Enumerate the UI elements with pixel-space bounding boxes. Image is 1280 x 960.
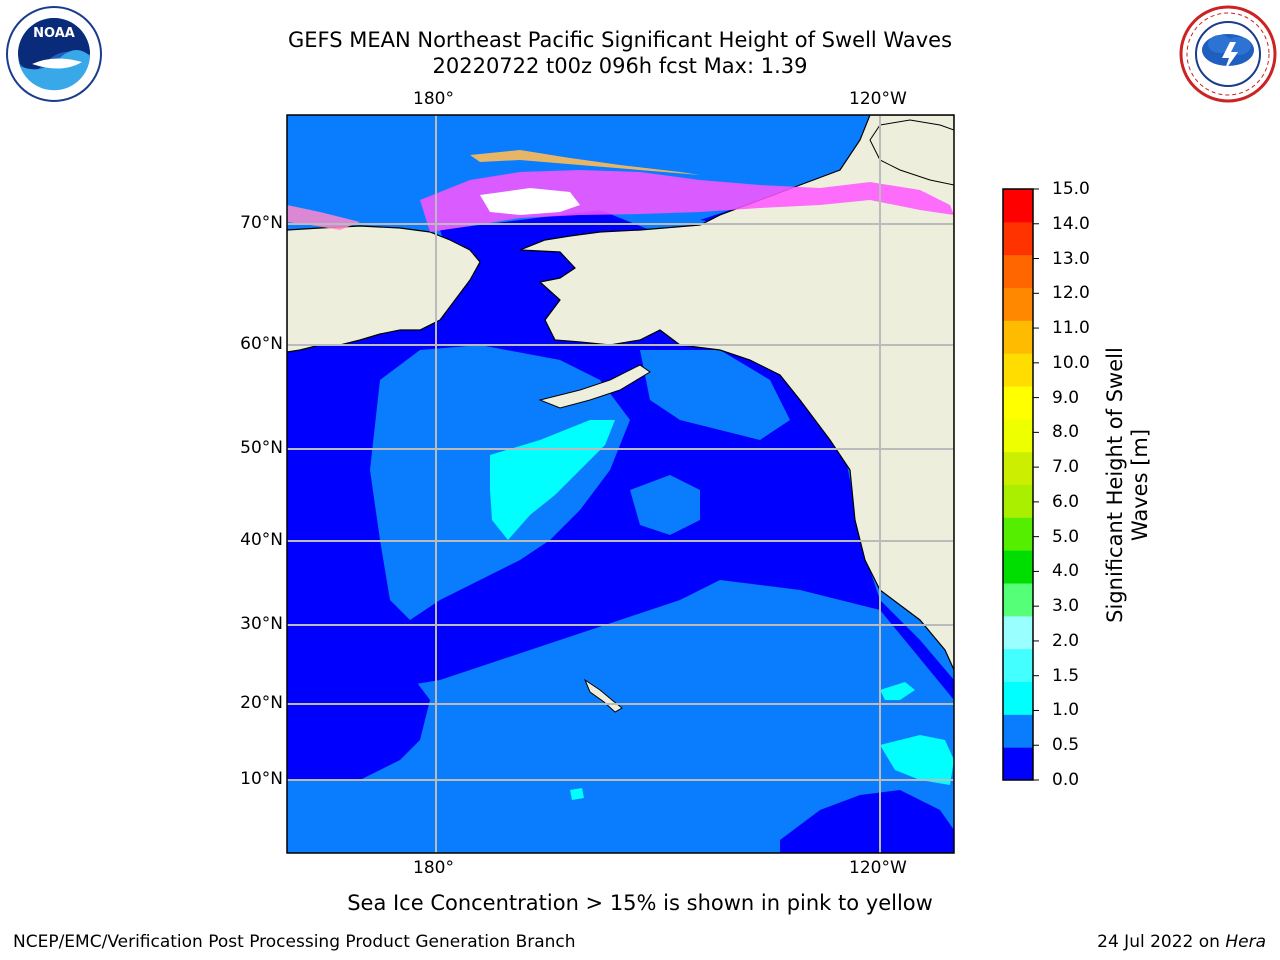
colorbar-tick-label: 13.0 bbox=[1052, 248, 1090, 269]
footer-date: 24 Jul 2022 on Hera bbox=[1097, 932, 1266, 952]
colorbar-segment bbox=[1003, 615, 1033, 650]
colorbar-tick-label: 12.0 bbox=[1052, 283, 1090, 304]
colorbar-segment bbox=[1003, 681, 1033, 715]
colorbar bbox=[1002, 188, 1039, 781]
swell-region-0.0-0.5-southeast bbox=[780, 790, 954, 853]
colorbar-tick-label: 5.0 bbox=[1052, 526, 1080, 547]
lat-label-20n: 20°N bbox=[240, 693, 283, 713]
swell-region-1.0-1.5-southeast bbox=[880, 735, 954, 785]
colorbar-segment bbox=[1003, 517, 1033, 551]
colorbar-segment bbox=[1003, 451, 1033, 485]
nws-logo bbox=[1179, 5, 1277, 103]
map-frame bbox=[286, 114, 955, 854]
colorbar-tick-label: 2.0 bbox=[1052, 630, 1080, 651]
colorbar-segment bbox=[1003, 320, 1033, 354]
sea-ice-white-gap bbox=[480, 188, 580, 215]
noaa-logo: NOAA bbox=[6, 6, 102, 102]
lat-label-30n: 30°N bbox=[240, 614, 283, 634]
colorbar-tick-label: 15.0 bbox=[1052, 179, 1090, 199]
colorbar-tick-label: 8.0 bbox=[1052, 422, 1080, 443]
swell-region-0.5-1.0-east bbox=[640, 350, 790, 440]
chart-title: GEFS MEAN Northeast Pacific Significant … bbox=[287, 28, 953, 52]
sea-ice-band bbox=[420, 170, 954, 232]
colorbar-segment bbox=[1003, 189, 1033, 223]
colorbar-tick-label: 4.0 bbox=[1052, 561, 1080, 582]
colorbar-segment bbox=[1003, 221, 1033, 256]
chart-subtitle: 20220722 t00z 096h fcst Max: 1.39 bbox=[432, 54, 808, 78]
colorbar-segment bbox=[1003, 353, 1033, 387]
swell-region-1.0-1.5-south bbox=[570, 788, 584, 800]
lon-label-top-120w: 120°W bbox=[849, 89, 907, 109]
colorbar-tick-label: 3.0 bbox=[1052, 596, 1080, 617]
footer-host: Hera bbox=[1225, 932, 1266, 952]
sea-ice-caption: Sea Ice Concentration > 15% is shown in … bbox=[347, 891, 933, 915]
land-north-america bbox=[519, 115, 954, 671]
land-arctic-islands bbox=[869, 119, 954, 186]
land-alaska-peninsula bbox=[538, 364, 651, 409]
lat-label-10n: 10°N bbox=[240, 769, 283, 789]
colorbar-tick-label: 10.0 bbox=[1052, 352, 1090, 373]
footer-credit: NCEP/EMC/Verification Post Processing Pr… bbox=[13, 932, 576, 952]
colorbar-tick-label: 0.0 bbox=[1052, 770, 1080, 790]
colorbar-segment bbox=[1003, 418, 1033, 453]
colorbar-segment bbox=[1003, 254, 1033, 288]
swell-region-0.5-1.0-mid bbox=[630, 475, 700, 535]
colorbar-segment bbox=[1003, 747, 1033, 781]
colorbar-segment bbox=[1003, 648, 1033, 682]
colorbar-segment bbox=[1003, 484, 1033, 518]
colorbar-segment bbox=[1003, 583, 1033, 617]
colorbar-tick-label: 9.0 bbox=[1052, 387, 1080, 408]
colorbar-tick-label: 1.5 bbox=[1052, 665, 1080, 686]
colorbar-tick-label: 11.0 bbox=[1052, 318, 1090, 339]
colorbar-frame bbox=[1002, 188, 1034, 781]
lon-label-top-180: 180° bbox=[413, 89, 454, 109]
lat-label-70n: 70°N bbox=[240, 213, 283, 233]
colorbar-tick-label: 0.5 bbox=[1052, 735, 1080, 756]
footer-date-text: 24 Jul 2022 on bbox=[1097, 932, 1226, 952]
colorbar-segment bbox=[1003, 714, 1033, 748]
lon-label-bottom-120w: 120°W bbox=[849, 858, 907, 878]
lat-label-50n: 50°N bbox=[240, 438, 283, 458]
colorbar-tick-label: 1.0 bbox=[1052, 700, 1080, 721]
sea-ice-band-outer bbox=[470, 150, 700, 175]
colorbar-tick-label: 6.0 bbox=[1052, 491, 1080, 512]
colorbar-segment bbox=[1003, 287, 1033, 321]
lat-label-60n: 60°N bbox=[240, 334, 283, 354]
colorbar-tick-label: 7.0 bbox=[1052, 457, 1080, 478]
swell-region-1.0-1.5-east bbox=[880, 682, 915, 700]
lon-label-bottom-180: 180° bbox=[413, 858, 454, 878]
colorbar-segment bbox=[1003, 386, 1033, 420]
colorbar-segment bbox=[1003, 550, 1033, 584]
lat-label-40n: 40°N bbox=[240, 530, 283, 550]
svg-text:NOAA: NOAA bbox=[33, 26, 75, 41]
colorbar-tick-label: 14.0 bbox=[1052, 213, 1090, 234]
map-gridlines bbox=[287, 115, 954, 853]
colorbar-title: Significant Height of Swell Waves [m] bbox=[1103, 347, 1152, 623]
